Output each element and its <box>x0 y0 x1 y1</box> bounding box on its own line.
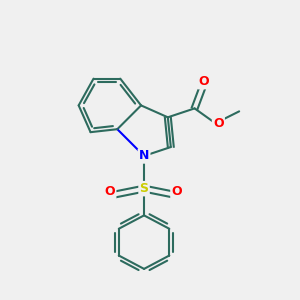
Text: S: S <box>140 182 148 195</box>
Text: O: O <box>171 185 182 198</box>
Text: O: O <box>213 117 224 130</box>
Text: O: O <box>105 185 115 198</box>
Text: N: N <box>139 149 149 162</box>
Text: O: O <box>198 75 209 88</box>
